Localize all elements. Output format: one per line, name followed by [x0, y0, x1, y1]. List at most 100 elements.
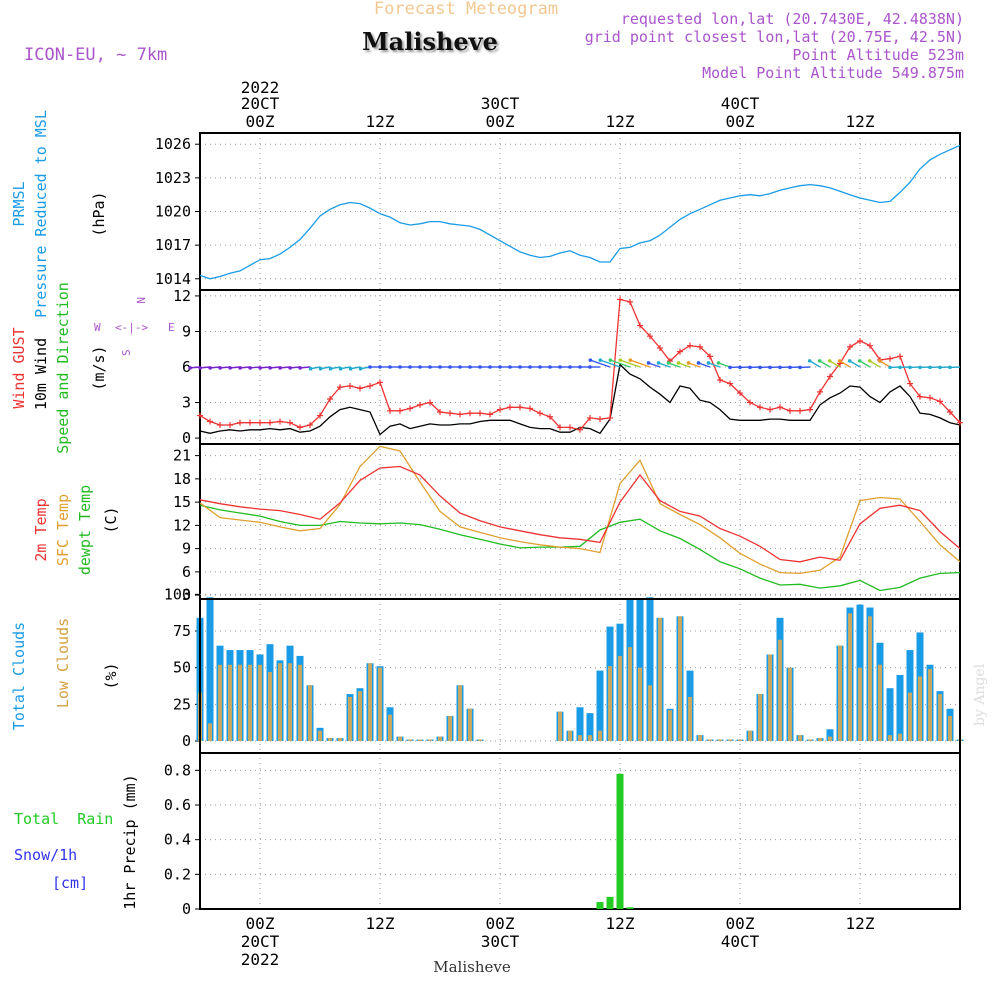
wind-direction-arrowhead — [588, 358, 593, 362]
wind-gust-marker — [477, 410, 483, 417]
wind-direction-arrowhead — [428, 365, 432, 369]
wind-direction-arrowhead — [568, 365, 572, 369]
model-label: ICON-EU, ~ 7km — [24, 45, 167, 65]
wind-gust-marker — [657, 345, 663, 352]
bottom-time-label: 12Z — [606, 914, 635, 933]
wind-direction-arrowhead — [288, 366, 292, 370]
pressure-ytick-label: 1026 — [155, 135, 191, 153]
wind-direction-arrowhead — [618, 358, 623, 362]
wind-gust-marker — [497, 406, 503, 413]
low-cloud-bar — [878, 664, 882, 741]
wind-direction-arrowhead — [908, 365, 912, 370]
compass-arrow: <-|-> — [115, 321, 148, 334]
cloud-low-label: Low Clouds — [54, 618, 72, 708]
low-cloud-bar — [288, 663, 292, 741]
wind-gust-marker — [747, 399, 753, 406]
low-cloud-bar — [558, 711, 562, 741]
wind-gust-marker — [257, 419, 263, 426]
top-time-label: 00Z — [246, 112, 275, 131]
total-cloud-bar — [886, 688, 894, 741]
pressure-label-line2: Pressure Reduced to MSL — [32, 110, 50, 318]
low-cloud-bar — [418, 739, 422, 741]
temp-ytick-label: 18 — [173, 470, 191, 488]
wind-direction-arrowhead — [716, 361, 721, 365]
low-cloud-bar — [848, 613, 852, 741]
wind-ytick-label: 3 — [182, 394, 191, 412]
low-cloud-bar — [588, 735, 592, 741]
point-altitude: Point Altitude 523m — [792, 46, 964, 64]
low-cloud-bar — [908, 692, 912, 741]
low-cloud-bar — [408, 739, 412, 741]
low-cloud-bar — [658, 617, 662, 741]
top-time-label: 00Z — [486, 112, 515, 131]
wind-direction-arrowhead — [408, 365, 412, 369]
top-year-label: 2022 — [241, 78, 280, 97]
compass-e: E — [168, 321, 175, 334]
wind-gust-marker — [817, 388, 823, 395]
wind-direction-arrowhead — [458, 365, 462, 369]
low-cloud-bar — [628, 647, 632, 741]
requested-point: requested lon,lat (20.7430E, 42.4838N) — [621, 10, 964, 28]
low-cloud-bar — [738, 739, 742, 741]
bottom-time-label: 2022 — [241, 950, 280, 969]
wind-direction-arrowhead — [268, 366, 272, 370]
wind-direction-arrow — [718, 362, 731, 368]
wind-gust-marker — [367, 382, 373, 389]
wind-direction-arrowhead — [768, 365, 772, 370]
wind-gust-marker — [827, 373, 833, 380]
low-cloud-bar — [868, 616, 872, 741]
wind-gust-marker — [467, 410, 473, 417]
rain-bar — [606, 896, 614, 909]
wind-gust-marker — [287, 419, 293, 426]
wind-gust-marker — [417, 401, 423, 408]
wind-direction-arrowhead — [738, 365, 742, 370]
wind-direction-arrow — [819, 360, 831, 368]
wind-gust-marker — [237, 419, 243, 426]
cloud-ytick-label: 75 — [173, 622, 191, 640]
low-cloud-bar — [778, 639, 782, 741]
temp-dew-label: dewpt Temp — [76, 485, 94, 575]
wind-gust-label: Wind GUST — [10, 327, 28, 408]
top-time-label: 40CT — [721, 94, 760, 113]
wind-gust-marker — [267, 419, 273, 426]
precip-ytick-label: 0.4 — [164, 831, 191, 849]
wind-gust-marker — [687, 342, 693, 349]
wind-direction-arrowhead — [706, 361, 711, 365]
bottom-time-label: 00Z — [486, 914, 515, 933]
wind-direction-arrowhead — [558, 365, 562, 369]
wind-gust-marker — [377, 379, 383, 386]
low-cloud-bar — [668, 710, 672, 741]
precip-label: Total Rain Snow/1h [cm] 1hr Precip (mm) — [14, 774, 139, 909]
wind-direction-arrow — [829, 360, 841, 368]
low-cloud-bar — [448, 716, 452, 741]
wind-gust-marker — [457, 411, 463, 418]
wind-direction-arrowhead — [898, 365, 902, 370]
wind-gust-marker — [397, 407, 403, 414]
low-cloud-bar — [928, 669, 932, 741]
pressure-label-line1: PRMSL — [10, 181, 28, 226]
wind-direction-arrowhead — [378, 365, 382, 369]
wind-direction-arrowhead — [918, 365, 922, 370]
wind-gust-marker — [357, 385, 363, 392]
wind-direction-arrowhead — [888, 365, 892, 370]
wind-ytick-label: 12 — [173, 287, 191, 305]
wind-direction-arrowhead — [758, 365, 762, 370]
wind-direction-arrow — [849, 360, 861, 368]
low-cloud-bar — [768, 654, 772, 741]
wind-direction-arrowhead — [656, 361, 661, 365]
low-cloud-bar — [708, 739, 712, 741]
wind-gust-marker — [217, 422, 223, 429]
low-cloud-bar — [898, 733, 902, 741]
low-cloud-bar — [608, 666, 612, 741]
low-cloud-bar — [258, 664, 262, 741]
footer-place: Malisheve — [433, 958, 511, 976]
wind-gust-marker — [247, 419, 253, 426]
low-cloud-bar — [698, 735, 702, 741]
cloud-unit: (%) — [102, 662, 120, 689]
rain-bar — [626, 907, 634, 909]
wind-direction-arrow — [648, 362, 661, 368]
wind-direction-arrowhead — [488, 365, 492, 369]
credit-label: by Angel — [972, 663, 988, 726]
